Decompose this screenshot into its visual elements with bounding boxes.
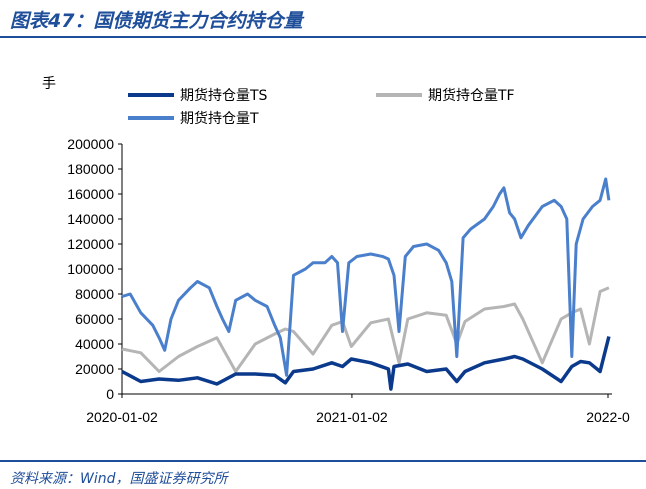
series-line-t (121, 177, 611, 377)
legend-label-ts: 期货持仓量TS (180, 87, 268, 104)
y-tick-label: 40000 (75, 336, 114, 352)
y-tick-label: 120000 (67, 236, 114, 252)
series-line-ts (121, 336, 611, 391)
legend-label-tf: 期货持仓量TF (428, 87, 515, 104)
y-tick-label: 200000 (67, 136, 114, 152)
x-tick-label: 2021-01-02 (316, 409, 388, 425)
figure-header: 图表47：国债期货主力合约持仓量 (0, 0, 646, 38)
y-tick-label: 80000 (75, 286, 114, 302)
legend: 期货持仓量TS 期货持仓量TF 期货持仓量T (128, 87, 515, 127)
figure-footer: 资料来源：Wind，国盛证券研究所 (0, 460, 646, 489)
x-tick-label: 2022-0 (586, 409, 630, 425)
y-tick-label: 160000 (67, 186, 114, 202)
y-tick-label: 20000 (75, 361, 114, 377)
axes: 2000001800001600001400001200001000008000… (67, 136, 630, 425)
source-note: 资料来源：Wind，国盛证券研究所 (10, 471, 228, 487)
legend-label-t: 期货持仓量T (180, 110, 259, 127)
y-tick-label: 100000 (67, 261, 114, 277)
x-tick-label: 2020-01-02 (86, 409, 158, 425)
y-tick-label: 180000 (67, 161, 114, 177)
y-tick-label: 140000 (67, 211, 114, 227)
y-tick-label: 60000 (75, 311, 114, 327)
series-layer (121, 177, 611, 391)
y-tick-label: 0 (106, 386, 114, 402)
line-chart: 手 期货持仓量TS 期货持仓量TF 期货持仓量T 200000180000160… (42, 76, 630, 425)
figure-title: 图表47：国债期货主力合约持仓量 (10, 10, 303, 32)
y-axis-unit-label: 手 (42, 76, 56, 92)
series-line-tf (121, 286, 610, 373)
